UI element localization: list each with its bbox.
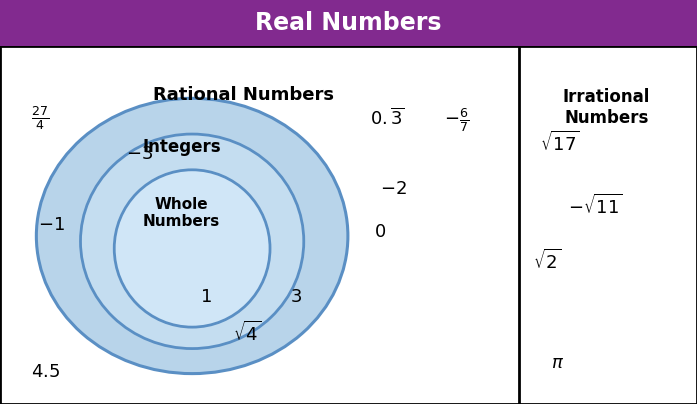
Text: $\sqrt{4}$: $\sqrt{4}$ bbox=[233, 320, 261, 345]
Text: $-\frac{6}{7}$: $-\frac{6}{7}$ bbox=[444, 106, 469, 134]
Text: Whole
Numbers: Whole Numbers bbox=[143, 196, 220, 229]
Text: Real Numbers: Real Numbers bbox=[255, 11, 442, 35]
Text: $0.\overline{3}$: $0.\overline{3}$ bbox=[370, 107, 404, 129]
Text: $\pi$: $\pi$ bbox=[551, 354, 564, 372]
Text: Integers: Integers bbox=[142, 138, 221, 156]
Text: $4.5$: $4.5$ bbox=[31, 363, 61, 381]
Text: $\sqrt{2}$: $\sqrt{2}$ bbox=[533, 249, 562, 273]
FancyBboxPatch shape bbox=[0, 0, 697, 46]
Text: $0$: $0$ bbox=[374, 223, 386, 241]
Text: $3$: $3$ bbox=[290, 288, 302, 306]
Text: $\frac{27}{4}$: $\frac{27}{4}$ bbox=[31, 104, 49, 132]
Text: $-2$: $-2$ bbox=[381, 181, 407, 198]
Text: $-\sqrt{11}$: $-\sqrt{11}$ bbox=[569, 194, 623, 218]
Ellipse shape bbox=[80, 134, 304, 349]
Ellipse shape bbox=[114, 170, 270, 327]
FancyBboxPatch shape bbox=[0, 46, 697, 404]
Text: $1$: $1$ bbox=[200, 288, 211, 306]
Text: $\sqrt{17}$: $\sqrt{17}$ bbox=[540, 131, 580, 155]
Text: Irrational
Numbers: Irrational Numbers bbox=[562, 88, 650, 126]
Text: Rational Numbers: Rational Numbers bbox=[153, 86, 335, 104]
Text: $-1$: $-1$ bbox=[38, 216, 65, 234]
Text: $-3$: $-3$ bbox=[126, 145, 153, 163]
Ellipse shape bbox=[36, 98, 348, 374]
